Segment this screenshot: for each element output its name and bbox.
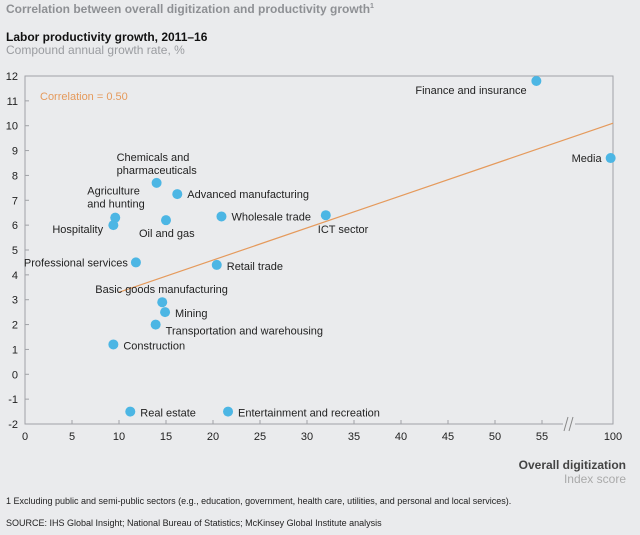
y-tick-label: 5 <box>12 245 18 257</box>
correlation-annotation: Correlation = 0.50 <box>40 91 128 103</box>
data-point-label: Hospitality <box>52 224 103 236</box>
data-point <box>211 259 222 270</box>
data-point <box>531 75 542 86</box>
footnote: 1 Excluding public and semi-public secto… <box>6 496 512 506</box>
data-point-label: Real estate <box>140 408 196 420</box>
data-point <box>125 406 136 417</box>
y-tick-label: 9 <box>12 146 18 158</box>
data-point-label: Wholesale trade <box>231 211 311 223</box>
y-tick-label: 8 <box>12 170 18 182</box>
x-tick-label: 5 <box>69 431 75 443</box>
x-axis-title: Overall digitization <box>518 458 626 472</box>
x-axis-subtitle: Index score <box>563 472 626 486</box>
x-tick-label: 35 <box>348 431 360 443</box>
chart-subtitle: Compound annual growth rate, % <box>6 43 185 57</box>
y-tick-label: 3 <box>12 295 18 307</box>
y-tick-label: 11 <box>7 96 18 108</box>
y-tick-label: -2 <box>8 419 18 431</box>
data-point-label: Advanced manufacturing <box>187 189 309 201</box>
title-text: Correlation between overall digitization… <box>6 2 371 16</box>
data-point-label: Chemicals and pharmaceuticals <box>117 152 198 177</box>
y-tick-label: 6 <box>12 220 18 232</box>
y-tick-label: 4 <box>12 270 18 282</box>
y-tick-label: -1 <box>8 394 18 406</box>
x-tick-label: 55 <box>536 431 548 443</box>
data-point <box>151 177 162 188</box>
data-point-label: Professional services <box>24 257 128 269</box>
data-point-label: Entertainment and recreation <box>238 408 380 420</box>
data-point-label: Mining <box>175 308 207 320</box>
x-tick-label: 15 <box>160 431 172 443</box>
data-point-label: ICT sector <box>318 224 369 236</box>
data-point-label: Basic goods manufacturing <box>95 284 228 296</box>
y-tick-label: 1 <box>12 344 18 356</box>
data-point <box>108 339 119 350</box>
x-tick-label: 30 <box>301 431 313 443</box>
y-tick-label: 10 <box>6 121 18 133</box>
figure-title: Correlation between overall digitization… <box>6 2 374 16</box>
data-point-label: Finance and insurance <box>415 85 526 97</box>
x-tick-label: 45 <box>442 431 454 443</box>
data-point <box>108 220 119 231</box>
y-tick-label: 2 <box>12 320 18 332</box>
x-tick-label: 10 <box>113 431 125 443</box>
x-tick-label: 100 <box>604 431 622 443</box>
data-point <box>157 297 168 308</box>
data-point-label: Media <box>572 153 603 165</box>
trend-line <box>118 122 614 293</box>
x-tick-label: 20 <box>207 431 219 443</box>
data-point <box>605 153 616 164</box>
source-note: SOURCE: IHS Global Insight; National Bur… <box>6 518 382 528</box>
data-point-label: Oil and gas <box>139 228 195 240</box>
x-tick-label: 50 <box>489 431 501 443</box>
y-tick-label: 0 <box>12 369 18 381</box>
axis-break-mark <box>568 416 574 432</box>
data-point <box>223 406 234 417</box>
data-point-label: Retail trade <box>227 261 283 273</box>
data-point <box>320 210 331 221</box>
y-tick-label: 12 <box>6 71 18 83</box>
data-point-label: Agriculture and hunting <box>87 186 144 211</box>
x-tick-label: 25 <box>254 431 266 443</box>
data-point <box>172 189 183 200</box>
data-point <box>150 319 161 330</box>
x-tick-label: 0 <box>22 431 28 443</box>
data-point <box>216 211 227 222</box>
data-point <box>161 215 171 226</box>
data-point <box>160 307 171 318</box>
axis-break-mark <box>563 416 569 432</box>
y-tick-label: 7 <box>12 195 18 207</box>
plot-frame <box>24 75 614 425</box>
footnote-mark: 1 <box>370 3 374 10</box>
chart-title: Labor productivity growth, 2011–16 <box>6 30 208 44</box>
x-tick-label: 40 <box>395 431 407 443</box>
data-point-label: Transportation and warehousing <box>166 326 323 338</box>
data-point-label: Construction <box>123 340 185 352</box>
data-point <box>130 257 141 268</box>
